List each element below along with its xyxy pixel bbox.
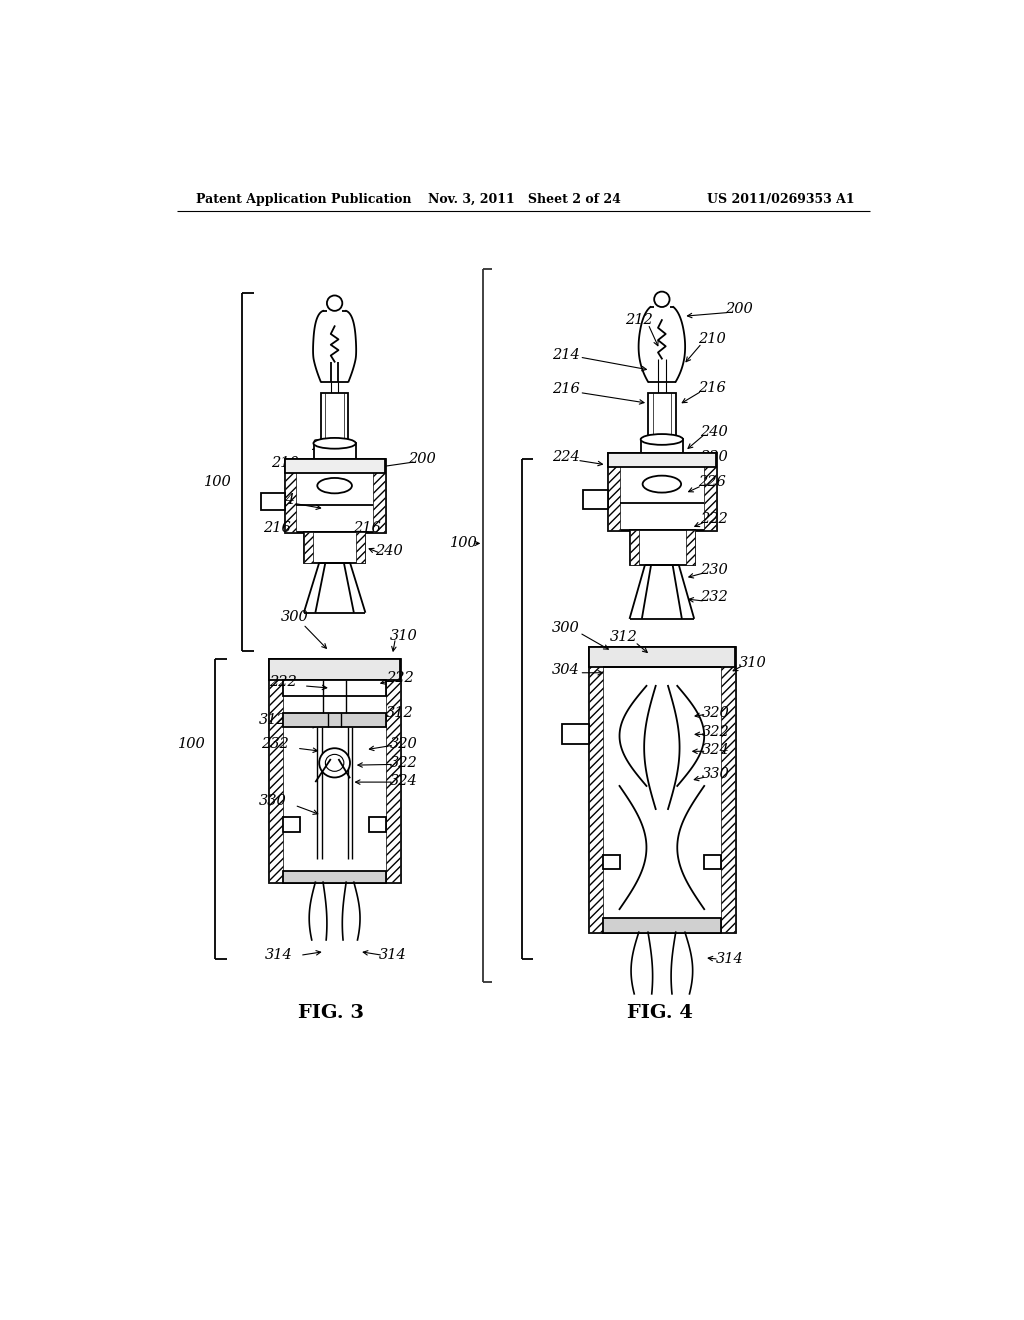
Text: 312: 312: [386, 706, 414, 719]
Bar: [641, 440, 683, 453]
Circle shape: [654, 292, 670, 308]
Text: 216: 216: [698, 381, 726, 395]
Text: 330: 330: [259, 795, 287, 808]
Text: 100: 100: [451, 536, 478, 550]
Bar: [269, 659, 400, 681]
Text: Patent Application Publication: Patent Application Publication: [196, 193, 412, 206]
Text: 300: 300: [281, 610, 308, 623]
Bar: [602, 855, 620, 869]
Bar: [269, 659, 283, 882]
Text: 200: 200: [408, 451, 435, 466]
Text: 320: 320: [701, 706, 730, 719]
Text: 322: 322: [701, 725, 730, 739]
Bar: [721, 647, 735, 932]
Text: 240: 240: [700, 425, 728, 438]
Text: 312: 312: [259, 714, 287, 727]
Text: 314: 314: [379, 948, 407, 962]
Bar: [283, 871, 386, 883]
Bar: [630, 531, 695, 565]
Bar: [608, 453, 716, 531]
Text: 220: 220: [700, 450, 728, 465]
Text: 314: 314: [716, 952, 743, 966]
Text: 304: 304: [552, 664, 580, 677]
Bar: [608, 453, 620, 531]
Text: 200: 200: [725, 301, 753, 315]
Bar: [686, 531, 695, 565]
Text: 324: 324: [701, 743, 730, 756]
Bar: [321, 393, 348, 444]
Text: 240: 240: [375, 544, 402, 558]
Text: 214: 214: [267, 492, 295, 507]
Bar: [285, 459, 385, 473]
Bar: [589, 647, 602, 932]
Text: 210: 210: [698, 333, 726, 346]
Text: 310: 310: [739, 656, 767, 669]
Bar: [589, 647, 735, 667]
Bar: [304, 532, 313, 562]
Text: 216: 216: [263, 521, 291, 535]
Text: 100: 100: [178, 737, 206, 751]
Bar: [304, 532, 366, 562]
Text: 216: 216: [552, 383, 580, 396]
Text: 212: 212: [311, 438, 339, 453]
Bar: [386, 659, 400, 882]
Text: 330: 330: [701, 767, 730, 781]
Bar: [373, 459, 385, 532]
Text: 214: 214: [552, 347, 580, 362]
Ellipse shape: [317, 478, 352, 494]
Text: 324: 324: [390, 774, 418, 788]
Ellipse shape: [643, 475, 681, 492]
Bar: [261, 494, 285, 511]
Bar: [370, 817, 386, 832]
Bar: [283, 817, 300, 832]
Text: 300: 300: [552, 622, 580, 635]
Bar: [584, 490, 608, 508]
Text: FIG. 4: FIG. 4: [628, 1005, 693, 1022]
Text: 224: 224: [552, 450, 580, 465]
Bar: [705, 855, 721, 869]
Text: Nov. 3, 2011   Sheet 2 of 24: Nov. 3, 2011 Sheet 2 of 24: [428, 193, 622, 206]
Text: 322: 322: [390, 756, 418, 770]
Text: 232: 232: [261, 737, 289, 751]
Text: FIG. 3: FIG. 3: [298, 1005, 364, 1022]
Text: 222: 222: [700, 512, 728, 525]
Bar: [648, 393, 676, 440]
Circle shape: [327, 296, 342, 312]
Bar: [705, 453, 716, 531]
Ellipse shape: [641, 434, 683, 445]
Bar: [602, 919, 721, 933]
Text: 222: 222: [269, 675, 297, 689]
Text: 314: 314: [264, 948, 292, 962]
Text: US 2011/0269353 A1: US 2011/0269353 A1: [707, 193, 854, 206]
Bar: [589, 647, 735, 932]
Text: 210: 210: [270, 455, 298, 470]
Ellipse shape: [326, 755, 344, 771]
Bar: [285, 459, 296, 532]
Bar: [356, 532, 366, 562]
Bar: [630, 531, 639, 565]
Bar: [608, 453, 716, 467]
Bar: [269, 659, 400, 882]
Text: 232: 232: [700, 590, 728, 605]
Text: 100: 100: [205, 475, 232, 488]
Text: 212: 212: [625, 313, 652, 327]
Text: 320: 320: [390, 737, 418, 751]
Bar: [285, 459, 385, 532]
Ellipse shape: [319, 748, 350, 777]
Text: 216: 216: [353, 521, 381, 535]
Bar: [562, 725, 589, 744]
Bar: [313, 444, 356, 459]
Text: 310: 310: [390, 628, 418, 643]
Text: 230: 230: [700, 564, 728, 577]
Bar: [283, 713, 386, 726]
Text: 222: 222: [386, 671, 414, 685]
Bar: [283, 681, 386, 696]
Ellipse shape: [313, 438, 355, 449]
Text: 226: 226: [698, 475, 726, 488]
Text: 312: 312: [609, 631, 637, 644]
